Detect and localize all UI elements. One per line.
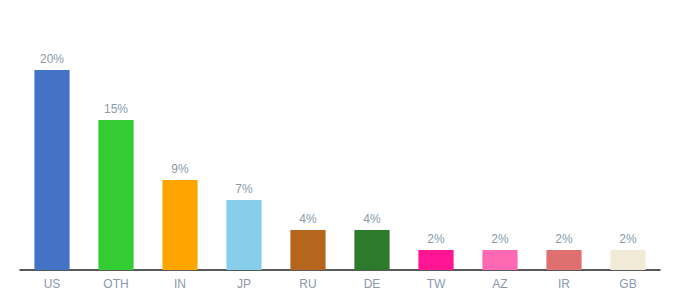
svg-text:DE: DE (364, 277, 381, 291)
svg-text:4%: 4% (299, 212, 317, 226)
svg-text:OTH: OTH (103, 277, 128, 291)
svg-text:IR: IR (558, 277, 570, 291)
svg-text:AZ: AZ (492, 277, 507, 291)
svg-text:TW: TW (427, 277, 446, 291)
svg-text:2%: 2% (427, 232, 445, 246)
svg-text:JP: JP (237, 277, 251, 291)
svg-text:2%: 2% (619, 232, 637, 246)
svg-text:20%: 20% (40, 52, 64, 66)
svg-text:2%: 2% (555, 232, 573, 246)
svg-text:2%: 2% (491, 232, 509, 246)
svg-text:9%: 9% (171, 162, 189, 176)
svg-text:15%: 15% (104, 102, 128, 116)
svg-text:4%: 4% (363, 212, 381, 226)
svg-text:IN: IN (174, 277, 186, 291)
svg-text:US: US (44, 277, 61, 291)
svg-text:RU: RU (299, 277, 316, 291)
svg-text:7%: 7% (235, 182, 253, 196)
svg-text:GB: GB (619, 277, 636, 291)
